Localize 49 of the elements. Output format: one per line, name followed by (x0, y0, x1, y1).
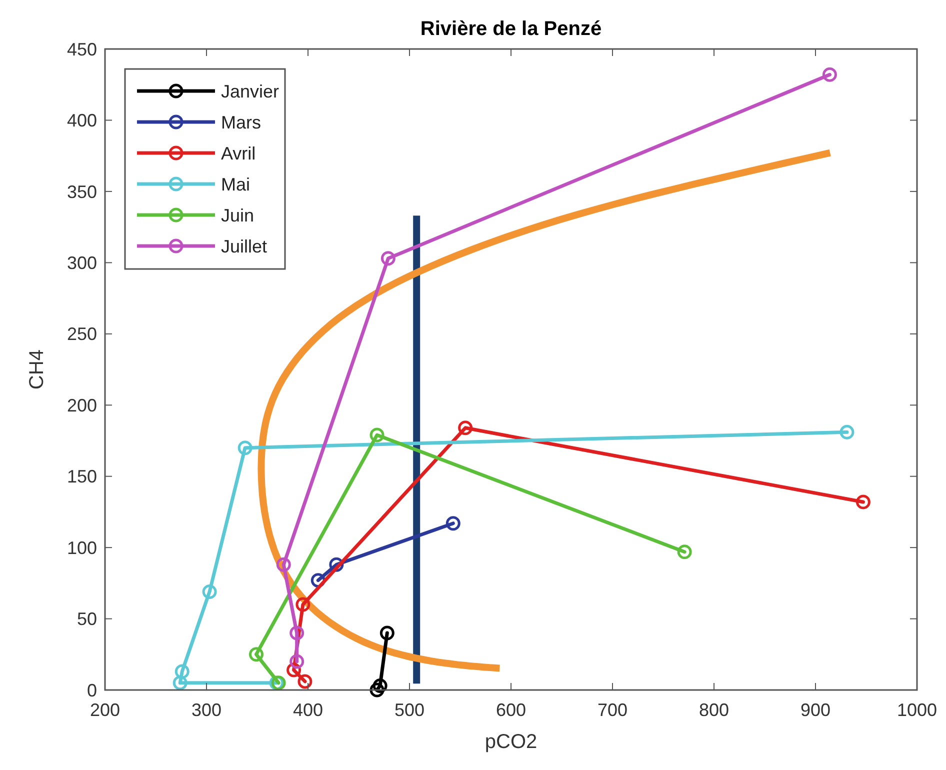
y-tick-label: 150 (66, 466, 97, 487)
point (840, 424, 854, 440)
x-tick-label: 200 (90, 700, 120, 720)
y-tick-label: 450 (66, 39, 97, 60)
legend-label: Janvier (221, 81, 280, 102)
point (290, 654, 304, 669)
point (248, 647, 264, 662)
point (298, 674, 312, 689)
legend-label: Mars (221, 112, 261, 132)
y-tick-label: 250 (66, 324, 97, 344)
point (677, 544, 692, 560)
x-tick-label: 600 (496, 700, 526, 720)
point (370, 428, 384, 442)
point (446, 516, 460, 531)
y-tick-label: 50 (76, 609, 97, 630)
point (296, 597, 310, 612)
y-tick-label: 100 (66, 538, 97, 558)
legend-label: Avril (221, 143, 256, 164)
y-tick-label: 400 (66, 110, 97, 131)
point (370, 682, 384, 698)
point (380, 626, 394, 640)
x-tick-label: 900 (800, 700, 831, 720)
point (202, 584, 217, 599)
point (822, 67, 837, 82)
x-axis-title: pCO2 (484, 731, 538, 753)
x-tick-label: 800 (698, 700, 730, 720)
y-tick-label: 200 (66, 395, 97, 416)
point (380, 251, 396, 266)
point (174, 664, 190, 679)
point (856, 494, 870, 510)
point (290, 626, 304, 640)
y-tick-label: 350 (66, 182, 97, 202)
x-tick-label: 1000 (896, 700, 938, 720)
point (172, 676, 188, 690)
legend-label: Juin (221, 205, 254, 226)
legend-label: Juillet (221, 236, 268, 256)
x-tick-label: 300 (191, 700, 222, 720)
x-tick-label: 400 (292, 700, 324, 720)
point (276, 557, 291, 572)
point (372, 678, 388, 693)
y-tick-label: 300 (66, 252, 97, 273)
chart-title: Rivière de la Penzé (420, 18, 602, 40)
x-tick-label: 500 (394, 700, 425, 720)
legend-label: Mai (221, 174, 250, 194)
y-axis-title: CH4 (26, 349, 48, 390)
y-tick-label: 0 (86, 680, 97, 700)
x-tick-label: 700 (597, 700, 628, 720)
point (238, 440, 252, 456)
point (458, 420, 473, 436)
